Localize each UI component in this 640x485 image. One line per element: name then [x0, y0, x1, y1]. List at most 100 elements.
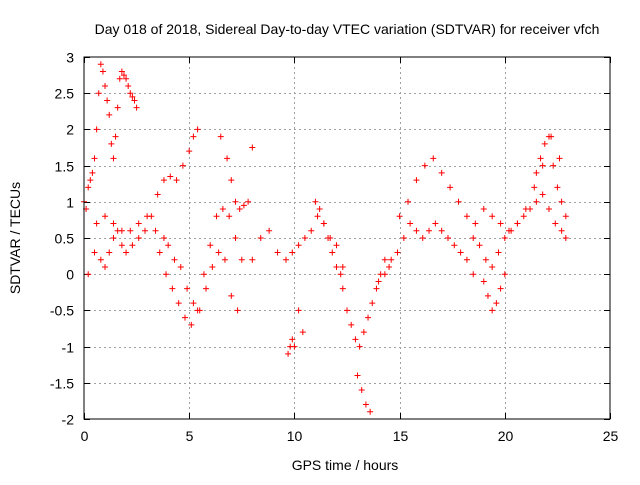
data-point	[388, 256, 395, 263]
data-point	[120, 72, 127, 79]
data-point	[447, 184, 454, 191]
data-point	[344, 307, 350, 314]
data-point	[163, 271, 170, 278]
data-point	[432, 220, 439, 227]
data-point	[245, 198, 252, 205]
y-tick-label: -2	[62, 412, 75, 428]
data-point	[173, 177, 180, 184]
data-point	[333, 263, 340, 270]
data-point	[356, 343, 363, 350]
data-point	[400, 235, 407, 241]
data-point	[171, 256, 178, 263]
data-point	[190, 300, 197, 307]
data-point	[365, 314, 372, 321]
plot-frame	[83, 56, 611, 420]
y-tick-label: 2	[66, 122, 74, 138]
data-point	[550, 162, 557, 169]
y-tick-label: 2.5	[55, 86, 75, 102]
data-point	[118, 68, 125, 75]
data-point	[85, 271, 92, 278]
data-point	[123, 249, 130, 256]
data-point	[165, 242, 172, 249]
data-point	[470, 235, 477, 241]
data-point	[236, 206, 243, 213]
data-point	[221, 256, 228, 263]
data-point	[274, 249, 281, 256]
data-point	[348, 321, 355, 328]
data-point	[426, 227, 433, 234]
data-point	[125, 82, 132, 89]
y-tick-label: -0.5	[50, 303, 74, 319]
data-point	[232, 235, 239, 241]
data-point	[93, 126, 100, 133]
data-point	[472, 220, 479, 227]
y-tick-label: -1	[62, 340, 75, 356]
x-tick-label: 15	[393, 428, 409, 444]
data-point	[129, 93, 136, 100]
y-tick-label: 3	[66, 50, 74, 66]
data-point	[102, 213, 109, 220]
data-point	[160, 177, 167, 184]
data-point	[102, 82, 109, 89]
data-point	[135, 220, 142, 227]
data-point	[463, 213, 470, 220]
data-point	[219, 206, 226, 213]
data-point	[352, 336, 359, 343]
data-point	[362, 401, 369, 408]
data-point	[484, 292, 491, 299]
data-point	[358, 387, 365, 394]
data-point	[152, 227, 159, 234]
data-point	[144, 213, 151, 220]
data-point	[181, 314, 188, 321]
data-point	[232, 198, 239, 205]
data-point	[127, 227, 134, 234]
data-point	[539, 191, 546, 198]
data-point	[93, 220, 100, 227]
x-tick-label: 5	[186, 428, 194, 444]
data-point	[85, 184, 92, 191]
data-point	[470, 271, 477, 278]
data-point	[131, 97, 138, 104]
data-point	[184, 285, 191, 292]
data-point	[228, 177, 235, 184]
data-point	[501, 271, 508, 278]
data-point	[360, 329, 367, 336]
data-point	[112, 133, 119, 140]
data-point	[118, 227, 125, 234]
data-point	[97, 256, 104, 263]
data-point	[545, 206, 552, 213]
data-point	[203, 285, 210, 292]
data-point	[497, 285, 504, 292]
data-point	[215, 249, 222, 256]
data-point	[135, 235, 142, 241]
data-point	[194, 126, 201, 133]
data-point	[495, 249, 502, 256]
data-point	[405, 198, 412, 205]
data-point	[480, 278, 487, 285]
data-point	[554, 184, 561, 191]
data-point	[266, 227, 273, 234]
data-point	[394, 249, 401, 256]
y-tick-label: 0.5	[55, 231, 75, 247]
data-point	[514, 220, 521, 227]
data-point	[407, 220, 414, 227]
data-point	[354, 372, 361, 379]
data-point	[375, 278, 382, 285]
data-point	[106, 249, 113, 256]
data-point	[320, 220, 327, 227]
data-point	[188, 321, 195, 328]
y-tick-label: 1	[66, 195, 74, 211]
data-point	[562, 213, 569, 220]
data-point	[234, 307, 241, 314]
data-point	[489, 213, 496, 220]
axis-tick-labels: 0 5 10 15 20 25 -2 -1.5 -1 -0.5 0 0.5 1 1.5 2 2.5 3	[50, 50, 619, 445]
data-point	[314, 213, 321, 220]
data-point	[167, 173, 174, 180]
data-point	[108, 140, 115, 147]
data-point	[133, 104, 140, 111]
data-point	[127, 90, 134, 97]
data-point	[533, 169, 540, 176]
data-point	[106, 111, 113, 118]
